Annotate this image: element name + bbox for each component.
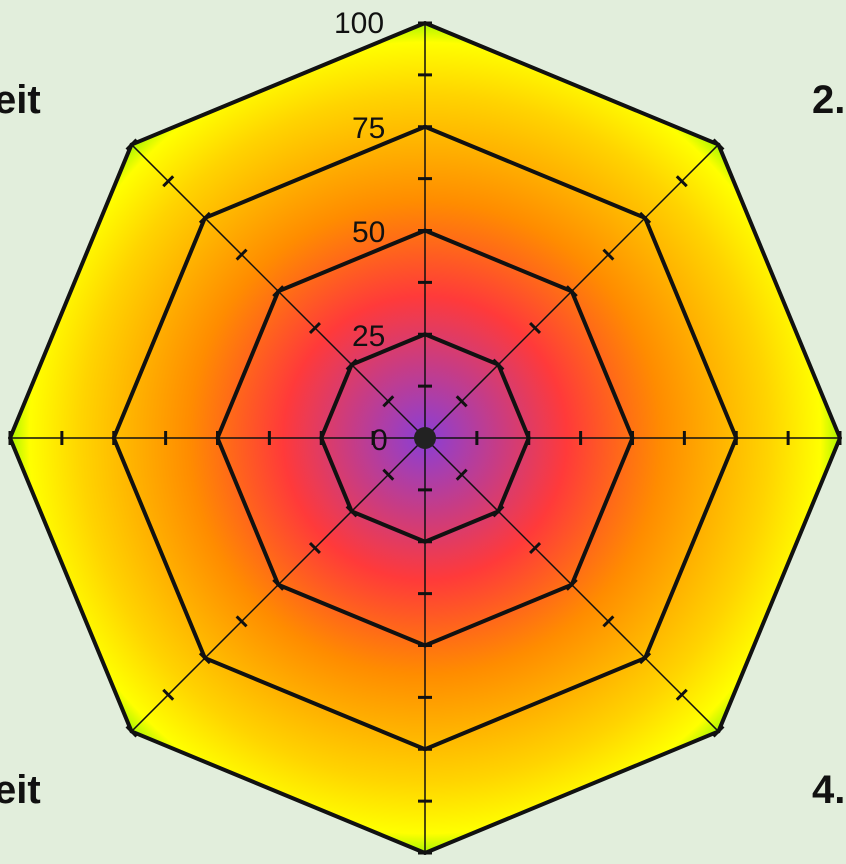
radar-tick <box>675 688 688 701</box>
radar-tick <box>529 542 542 555</box>
radar-ring-75 <box>111 124 739 752</box>
tick-label-25: 25 <box>352 320 385 353</box>
radar-tick <box>602 615 615 628</box>
radar-rings <box>8 21 842 855</box>
radar-tick <box>455 395 468 408</box>
corner-label-bottom-right: 4. <box>812 768 845 812</box>
radar-ring-100 <box>8 21 842 855</box>
tick-label-0: 0 <box>371 424 388 457</box>
radar-tick <box>602 248 615 261</box>
corner-label-top-right: 2. <box>812 78 845 122</box>
tick-label-75: 75 <box>352 112 385 145</box>
radar-tick <box>675 175 688 188</box>
tick-label-50: 50 <box>352 216 385 249</box>
radar-tick <box>382 468 395 481</box>
corner-label-top-left: eit <box>0 78 41 122</box>
radar-tick <box>308 321 321 334</box>
radar-tick <box>162 688 175 701</box>
radar-tick <box>235 615 248 628</box>
radar-tick <box>529 321 542 334</box>
radar-ring-25 <box>319 332 531 544</box>
radar-tick <box>162 175 175 188</box>
radar-tick <box>235 248 248 261</box>
radar-ring-50 <box>215 228 635 648</box>
radar-tick <box>455 468 468 481</box>
corner-label-bottom-left: eit <box>0 768 41 812</box>
radar-tick <box>308 542 321 555</box>
tick-label-100: 100 <box>334 7 384 40</box>
radar-center-dot <box>414 427 436 449</box>
radar-tick <box>382 395 395 408</box>
